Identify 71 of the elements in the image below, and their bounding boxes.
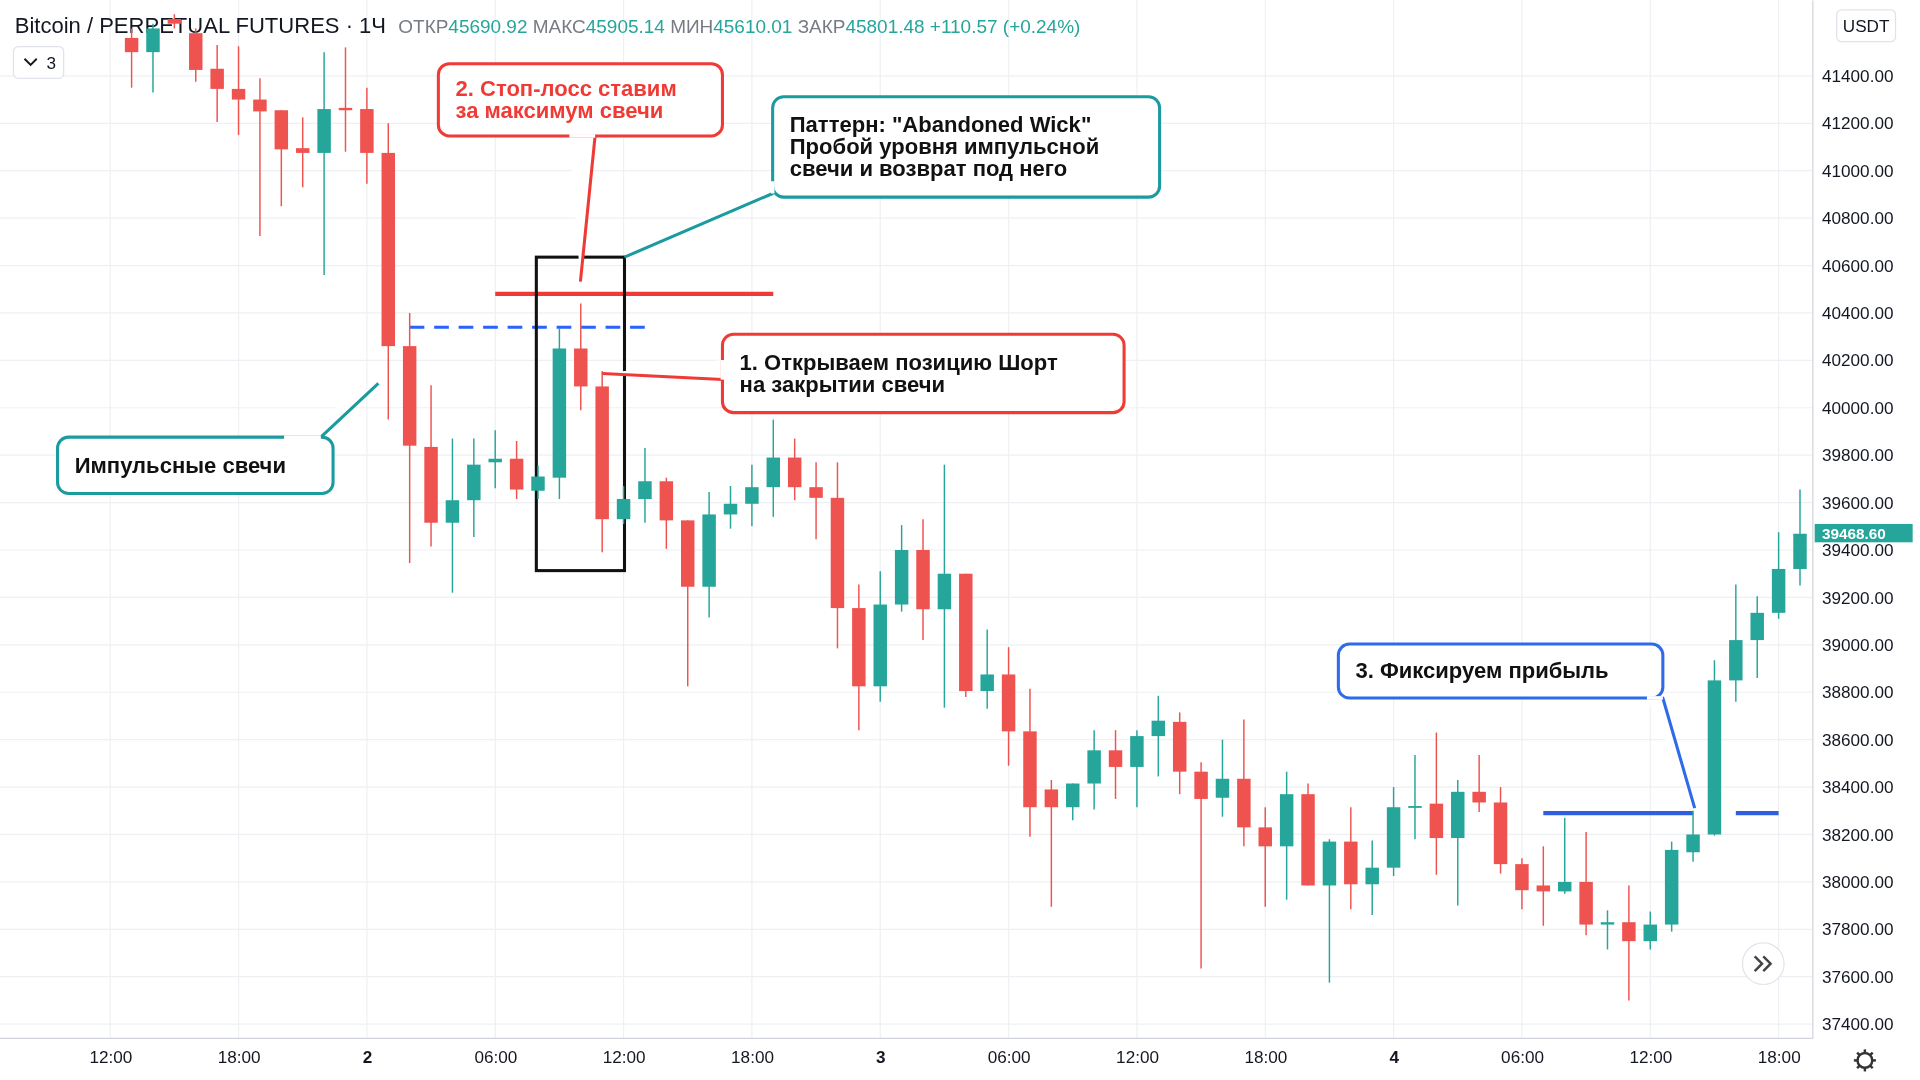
y-tick-label: 41400.00: [1822, 65, 1894, 86]
candlestick: [295, 116, 310, 189]
x-tick-label: 12:00: [1629, 1046, 1673, 1067]
y-tick-label: 37400.00: [1822, 1014, 1894, 1035]
y-tick-label: 37800.00: [1822, 919, 1894, 940]
y-tick-label: 41200.00: [1822, 113, 1894, 134]
y-axis-title: USDT: [1842, 15, 1890, 36]
y-tick-label: 39200.00: [1822, 587, 1894, 608]
annotation: Импульсные свечи: [74, 452, 286, 478]
x-tick-label: 18:00: [731, 1046, 774, 1067]
y-tick-label: 38600.00: [1822, 729, 1894, 750]
x-tick-label: 2: [362, 1046, 373, 1067]
candlestick: [1258, 806, 1272, 908]
candlestick: [616, 485, 631, 525]
y-tick-label: 40600.00: [1822, 255, 1894, 276]
annotation: 2. Стоп-лосс ставим за максимум свечи: [455, 76, 677, 124]
x-tick-label: 18:00: [1244, 1046, 1288, 1067]
x-tick-label: 06:00: [1501, 1046, 1544, 1067]
candlestick: [1044, 779, 1059, 908]
candlestick: [1643, 910, 1657, 951]
x-tick-label: 06:00: [474, 1046, 518, 1067]
candlestick: [531, 465, 545, 500]
candlestick: [980, 628, 994, 710]
x-tick-label: 4: [1389, 1046, 1400, 1067]
candlestick: [1472, 754, 1486, 813]
candlestick: [1108, 729, 1123, 800]
candlestick: [809, 461, 823, 541]
x-tick-label: 06:00: [987, 1046, 1031, 1067]
candlestick: [231, 45, 246, 136]
y-tick-label: 39800.00: [1822, 445, 1894, 466]
candlestick: [1365, 839, 1379, 916]
text: 39468.60: [1822, 524, 1886, 542]
candlestick: [1686, 810, 1700, 863]
y-tick-label: 40800.00: [1822, 208, 1894, 229]
text: ОТКР45690.92 МАКС45905.14 МИН45610.01 ЗАКР45801.48 +110.57 (+0.24%): [398, 16, 1081, 38]
x-tick-label: 12:00: [602, 1046, 646, 1067]
candlestick: [1215, 738, 1230, 818]
candlestick: [1066, 782, 1080, 821]
candlestick: [1536, 845, 1551, 927]
y-tick-label: 40000.00: [1822, 397, 1894, 418]
y-tick-label: 40400.00: [1822, 303, 1894, 324]
x-tick-label: 12:00: [89, 1046, 133, 1067]
y-tick-label: 39600.00: [1822, 492, 1894, 513]
annotation: Паттерн: "Abandoned Wick" Пробой уровня импульсной свечи и возврат под него: [789, 112, 1100, 182]
x-tick-label: 12:00: [1116, 1046, 1159, 1067]
annotation: 3. Фиксируем прибыль: [1355, 658, 1609, 684]
y-tick-label: 38000.00: [1822, 872, 1894, 892]
candlestick: [745, 463, 759, 528]
x-tick-label: 3: [876, 1046, 886, 1067]
candlestick: [253, 77, 267, 237]
candlestick: [1622, 884, 1636, 1002]
y-tick-label: 39000.00: [1822, 634, 1894, 655]
y-tick-label: 41000.00: [1822, 160, 1894, 181]
y-tick-label: 40200.00: [1822, 350, 1894, 371]
y-tick-label: 38200.00: [1822, 824, 1894, 845]
candlestick: [1151, 695, 1166, 778]
y-tick-label: 39400.00: [1822, 540, 1894, 561]
text: 3: [46, 52, 57, 73]
x-tick-label: 18:00: [1757, 1046, 1801, 1067]
candlestick: [445, 437, 460, 594]
y-tick-label: 38800.00: [1822, 682, 1894, 703]
candlestick: [1557, 817, 1572, 895]
y-tick-label: 37600.00: [1822, 966, 1894, 987]
candlestick: [1600, 909, 1615, 951]
candlestick: [1408, 754, 1422, 840]
candlestick: [210, 44, 224, 123]
y-tick-label: 38400.00: [1822, 777, 1894, 798]
candlestick: [638, 447, 652, 524]
annotation: 1. Открываем позицию Шорт на закрытии свечи: [739, 349, 1058, 397]
candlestick: [723, 485, 738, 530]
x-tick-label: 18:00: [217, 1046, 261, 1067]
